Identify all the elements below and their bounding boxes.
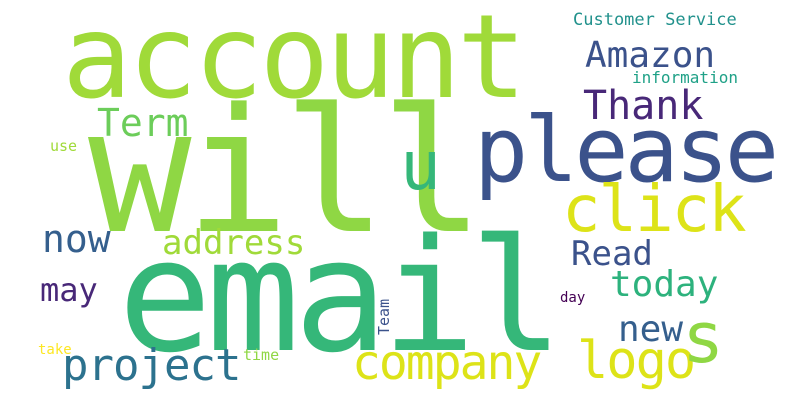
- word-information: information: [632, 68, 738, 87]
- word-new: new: [618, 309, 684, 350]
- word-logo: logo: [577, 331, 696, 391]
- word-address: address: [162, 223, 306, 263]
- word-email: email: [118, 205, 564, 387]
- word-project: project: [62, 340, 241, 391]
- word-day: day: [560, 290, 586, 306]
- word-today: today: [610, 264, 719, 305]
- word-click: click: [562, 173, 747, 247]
- word-u: u: [400, 127, 441, 206]
- word-term: Term: [97, 101, 189, 145]
- word-team: Team: [375, 298, 393, 335]
- word-s: s: [682, 297, 725, 379]
- word-please: please: [474, 98, 779, 203]
- word-company: company: [352, 335, 542, 391]
- word-take: take: [38, 342, 72, 358]
- word-may: may: [40, 271, 98, 309]
- word-customer-service: Customer Service: [573, 10, 737, 30]
- word-use: use: [50, 137, 78, 155]
- word-amazon: Amazon: [585, 35, 716, 76]
- word-time: time: [243, 346, 280, 364]
- word-will: will: [88, 71, 484, 272]
- word-account: account: [62, 0, 527, 125]
- word-now: now: [42, 217, 111, 261]
- word-read: Read: [571, 234, 653, 274]
- word-thank: Thank: [583, 83, 704, 129]
